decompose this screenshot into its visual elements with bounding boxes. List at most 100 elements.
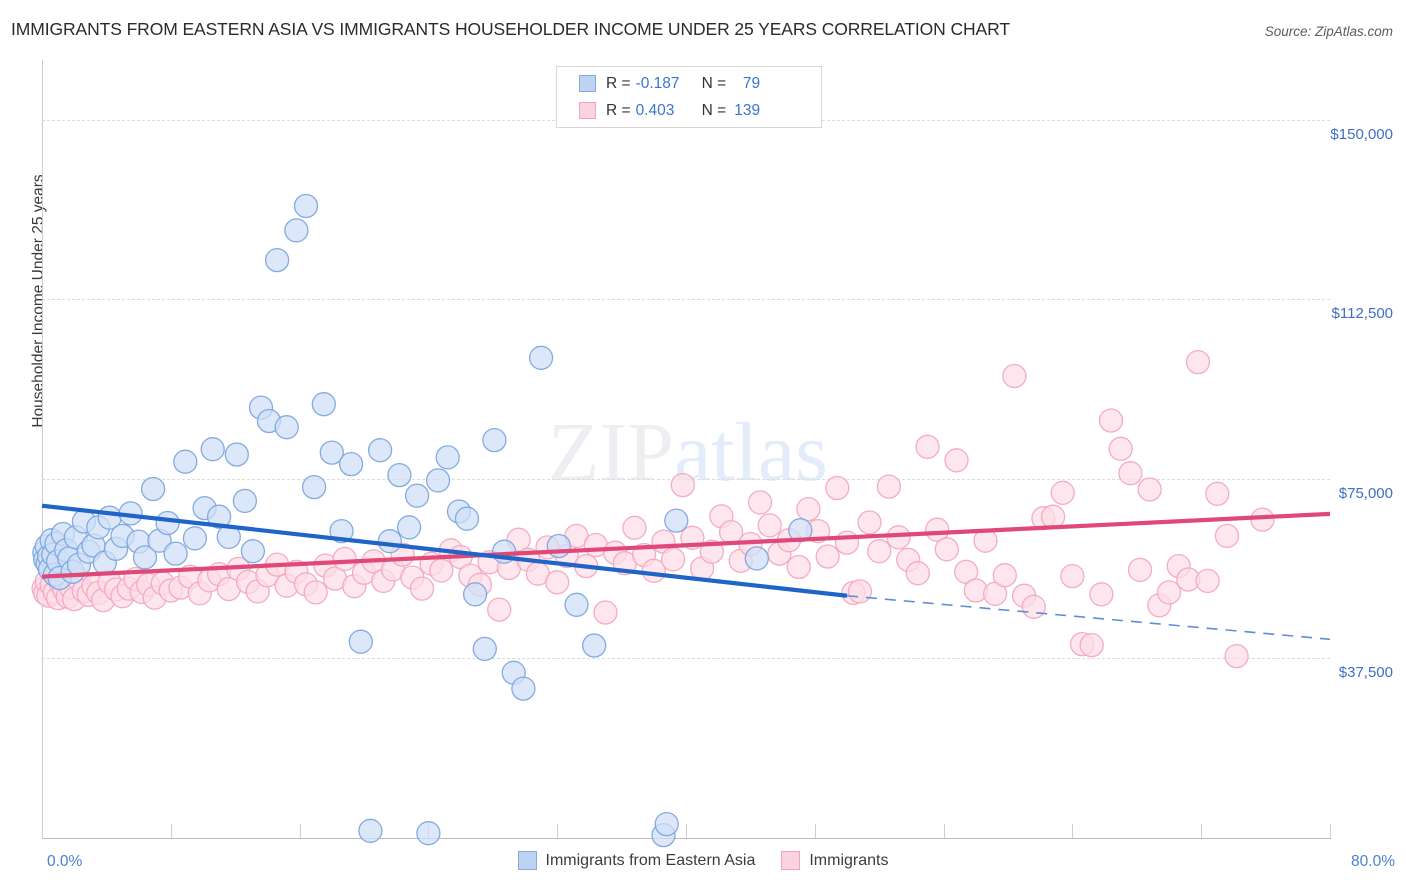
data-point	[284, 218, 309, 243]
stats-r-value-pink: 0.403	[635, 101, 675, 119]
data-point	[472, 636, 497, 662]
stats-legend: R = -0.187 N = 79 R = 0.403 N = 139	[556, 66, 822, 128]
data-point	[404, 483, 430, 508]
data-point	[944, 448, 969, 473]
x-axis-tick	[1201, 824, 1203, 838]
x-axis-tick	[299, 824, 301, 838]
trend-line-immigrants	[41, 511, 1331, 579]
data-point	[876, 474, 902, 499]
data-point	[240, 539, 266, 564]
data-point	[1214, 523, 1240, 549]
legend-item-immigrants[interactable]: Immigrants	[781, 851, 888, 870]
data-point	[264, 247, 290, 273]
y-axis-tick-label: $37,500	[1338, 664, 1393, 682]
y-axis-tick-label: $112,500	[1331, 305, 1393, 323]
data-point	[1089, 582, 1114, 607]
y-axis-line	[42, 60, 43, 838]
x-axis-min-label: 0.0%	[47, 853, 83, 870]
data-point	[857, 510, 882, 535]
data-point	[358, 818, 383, 843]
data-point	[348, 629, 373, 654]
stats-n-label-pink: N =	[701, 101, 727, 119]
gridline	[42, 658, 1330, 660]
legend-swatch-blue-icon	[517, 851, 537, 870]
trend-line-eastern-asia	[41, 503, 848, 598]
data-point	[1205, 481, 1230, 506]
data-point	[1079, 632, 1104, 658]
data-point	[367, 438, 393, 463]
data-point	[387, 462, 412, 488]
stats-n-label-blue: N =	[701, 74, 727, 92]
x-axis-tick	[686, 824, 687, 838]
data-point	[416, 821, 441, 846]
data-point	[301, 474, 327, 500]
x-axis-line	[42, 838, 1331, 839]
data-point	[482, 427, 507, 453]
data-point	[303, 580, 328, 605]
page-title: IMMIGRANTS FROM EASTERN ASIA VS IMMIGRAN…	[11, 19, 1010, 39]
data-point	[396, 515, 422, 540]
trend-line-eastern-asia-extrapolated	[846, 594, 1331, 641]
data-point	[834, 530, 860, 555]
data-point	[915, 434, 940, 459]
data-point	[487, 597, 512, 622]
legend-label-immigrants: Immigrants	[809, 851, 889, 869]
data-point	[622, 515, 647, 540]
data-point	[925, 517, 950, 542]
data-point	[1108, 436, 1133, 461]
stats-n-value-pink: 139	[734, 101, 761, 119]
data-point	[435, 445, 460, 470]
x-axis-tick	[1330, 824, 1331, 838]
data-point	[1002, 363, 1027, 389]
data-point	[1224, 643, 1249, 669]
gridline	[42, 299, 1330, 301]
x-axis-tick	[170, 824, 172, 838]
data-point	[1118, 461, 1143, 486]
data-point	[1040, 504, 1066, 529]
stats-swatch-pink-icon	[579, 102, 596, 119]
data-point	[1156, 580, 1182, 605]
data-point	[905, 561, 930, 586]
data-point	[546, 533, 571, 559]
source-label: Source: ZipAtlas.com	[1264, 24, 1393, 39]
series-legend: Immigrants from Eastern Asia Immigrants	[0, 851, 1406, 870]
stats-r-label-pink: R =	[606, 101, 631, 119]
stats-n-value-blue: 79	[742, 74, 761, 92]
data-point	[815, 544, 840, 569]
data-point	[757, 513, 782, 538]
data-point	[593, 600, 618, 625]
x-axis-tick	[943, 824, 945, 838]
data-point	[332, 546, 357, 572]
data-point	[1127, 557, 1153, 583]
data-point	[182, 526, 208, 551]
data-point	[224, 442, 249, 467]
data-point	[1185, 349, 1211, 375]
data-point	[163, 541, 188, 566]
data-point	[867, 539, 892, 564]
data-point	[747, 490, 773, 515]
data-point	[511, 676, 536, 701]
x-axis-max-label: 80.0%	[1351, 853, 1395, 870]
data-point	[132, 545, 158, 570]
x-axis-tick	[814, 824, 816, 838]
legend-swatch-pink-icon	[781, 851, 801, 870]
x-axis-tick	[1072, 824, 1074, 838]
series-points-eastern-asia	[32, 193, 813, 848]
data-point	[582, 633, 607, 658]
data-point	[274, 415, 299, 440]
x-axis-tick	[42, 824, 43, 838]
data-point	[786, 554, 811, 580]
data-point	[1050, 480, 1075, 505]
data-point	[311, 392, 336, 417]
data-point	[155, 510, 180, 536]
data-point	[173, 449, 198, 474]
stats-row-blue: R = -0.187 N = 79	[557, 70, 821, 97]
data-point	[454, 506, 480, 531]
legend-item-eastern-asia[interactable]: Immigrants from Eastern Asia	[517, 851, 755, 870]
data-point	[528, 345, 554, 370]
data-point	[1021, 594, 1046, 619]
data-point	[654, 811, 679, 837]
data-point	[319, 440, 344, 465]
